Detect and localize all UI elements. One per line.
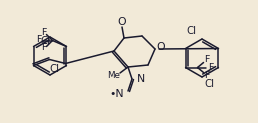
Text: •N: •N xyxy=(109,89,124,99)
Text: O: O xyxy=(118,17,126,27)
Text: F: F xyxy=(204,71,209,80)
Text: Cl: Cl xyxy=(41,36,51,46)
Text: F: F xyxy=(36,35,41,44)
Text: F: F xyxy=(204,55,209,64)
Text: Cl: Cl xyxy=(50,64,59,75)
Text: Cl: Cl xyxy=(186,26,196,36)
Text: F: F xyxy=(208,63,213,72)
Text: F: F xyxy=(41,43,46,52)
Text: Cl: Cl xyxy=(204,79,214,89)
Text: O: O xyxy=(157,42,165,52)
Text: N: N xyxy=(137,74,145,84)
Text: Me: Me xyxy=(108,70,120,79)
Text: F: F xyxy=(41,28,46,37)
